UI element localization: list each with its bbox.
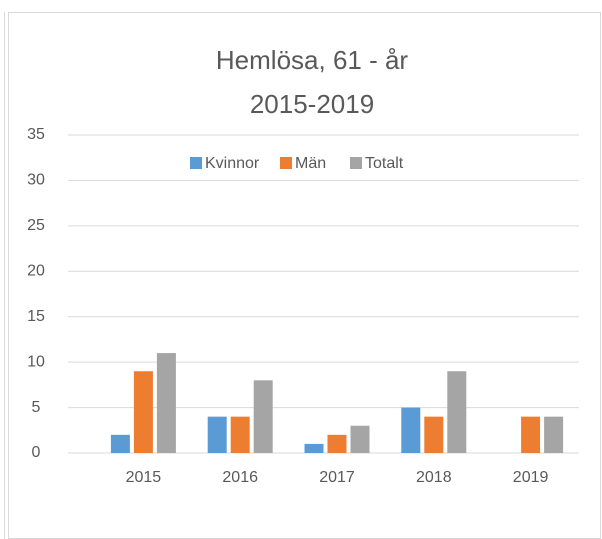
x-tick-label: 2018 xyxy=(416,469,452,486)
y-tick-label: 0 xyxy=(32,444,41,461)
x-tick-label: 2017 xyxy=(319,469,355,486)
x-tick-label: 2015 xyxy=(126,469,162,486)
bar xyxy=(253,380,273,453)
bar xyxy=(424,416,444,453)
y-tick-label: 20 xyxy=(27,263,45,280)
bar xyxy=(544,416,564,453)
bar xyxy=(304,443,324,453)
y-tick-label: 10 xyxy=(27,353,45,370)
legend-label: Kvinnor xyxy=(205,155,260,172)
bar xyxy=(230,416,250,453)
bar xyxy=(156,353,176,453)
bar xyxy=(133,371,153,453)
x-tick-label: 2019 xyxy=(513,469,549,486)
bar xyxy=(327,434,347,453)
y-tick-label: 35 xyxy=(27,126,45,143)
y-tick-label: 15 xyxy=(27,308,45,325)
bar xyxy=(110,434,130,453)
y-tick-label: 25 xyxy=(27,217,45,234)
y-tick-label: 5 xyxy=(32,399,41,416)
x-tick-label: 2016 xyxy=(222,469,258,486)
legend-label: Totalt xyxy=(365,155,404,172)
bar xyxy=(350,425,370,453)
bar xyxy=(521,416,541,453)
legend-swatch xyxy=(350,157,362,169)
bar xyxy=(401,407,421,453)
legend-swatch xyxy=(190,157,202,169)
chart-subtitle: 2015-2019 xyxy=(250,89,374,119)
chart-title: Hemlösa, 61 - år xyxy=(216,45,409,75)
legend-swatch xyxy=(280,157,292,169)
legend-label: Män xyxy=(295,155,326,172)
bar xyxy=(207,416,227,453)
y-tick-label: 30 xyxy=(27,172,45,189)
bar xyxy=(447,371,467,453)
